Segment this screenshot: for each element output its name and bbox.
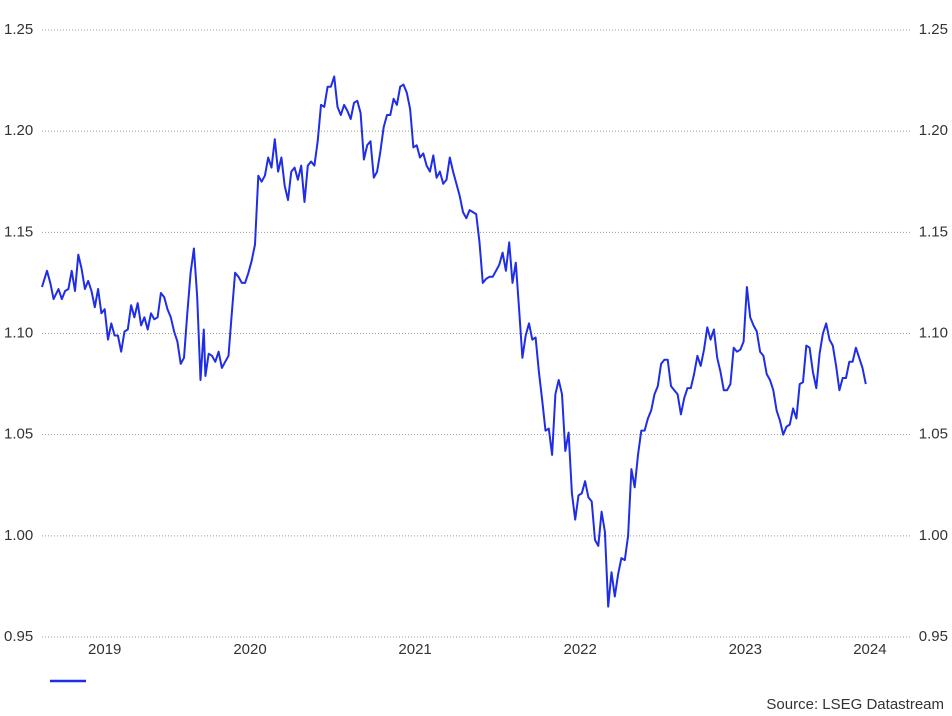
y-tick-label: 1.15 [4,223,33,240]
x-tick-label: 2019 [88,641,121,658]
x-tick-label: 2020 [233,641,266,658]
y-tick-label: 1.25 [4,21,33,38]
x-tick-label: 2022 [563,641,596,658]
y2-tick-label: 1.00 [919,527,948,544]
y-tick-label: 1.05 [4,426,33,443]
y2-tick-label: 1.15 [919,223,948,240]
x-tick-label: 2023 [729,641,762,658]
y2-tick-label: 1.10 [919,324,948,341]
y2-tick-label: 0.95 [919,628,948,645]
data-line [41,75,867,608]
y2-tick-label: 1.05 [919,426,948,443]
x-tick-label: 2024 [853,641,886,658]
y2-tick-label: 1.25 [919,21,948,38]
y-tick-label: 1.00 [4,527,33,544]
y-tick-label: 1.20 [4,122,33,139]
y-tick-label: 0.95 [4,628,33,645]
x-tick-label: 2021 [398,641,431,658]
y-tick-label: 1.10 [4,324,33,341]
y2-tick-label: 1.20 [919,122,948,139]
source-note: Source: LSEG Datastream [766,696,944,713]
